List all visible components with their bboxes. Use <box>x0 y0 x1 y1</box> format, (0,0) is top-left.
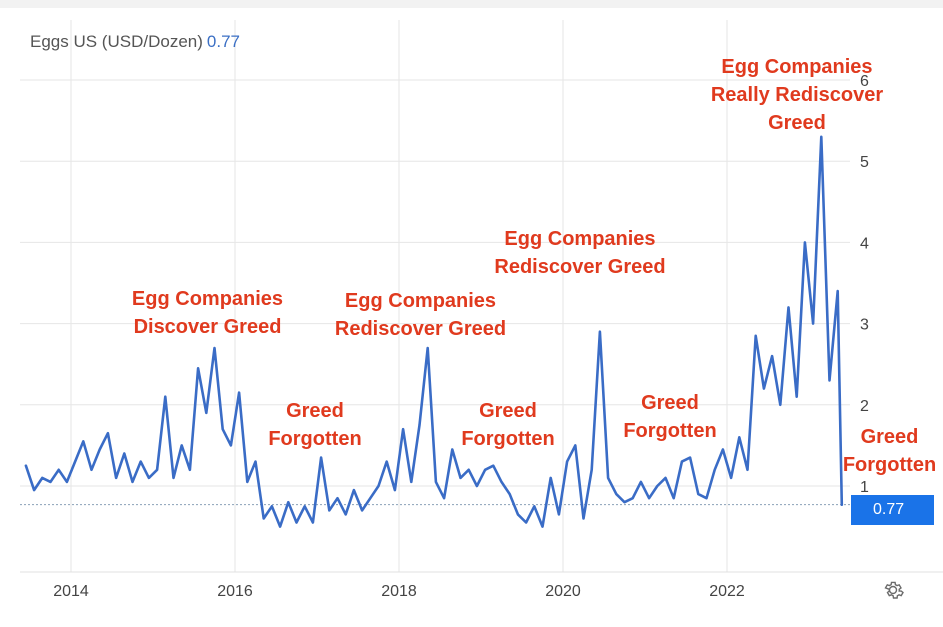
annotation-line: Greed <box>860 426 919 448</box>
annotation-line: Greed <box>286 400 344 422</box>
annotation-greed-forgotten-2: Greed Forgotten <box>443 397 573 453</box>
annotation-greed-forgotten-3: Greed Forgotten <box>605 389 735 445</box>
annotation-line: Egg Companies <box>721 56 873 78</box>
price-series-line <box>24 135 844 528</box>
x-axis-ticks: 2014 2016 2018 2020 2022 <box>53 583 745 600</box>
annotation-line: Egg Companies <box>131 288 284 310</box>
annotation-line: Forgotten <box>461 428 555 450</box>
y-tick-label: 5 <box>860 154 869 171</box>
annotation-rediscover-greed-2: Egg Companies Rediscover Greed <box>475 225 685 281</box>
annotation-line: Egg Companies <box>504 228 656 250</box>
annotation-line: Really Rediscover <box>710 84 884 106</box>
chart-title: Eggs US (USD/Dozen) 0.77 <box>30 32 240 52</box>
annotation-discover-greed: Egg Companies Discover Greed <box>110 285 305 341</box>
series-label: Eggs US (USD/Dozen) <box>30 32 203 51</box>
annotation-line: Forgotten <box>842 454 937 476</box>
settings-button[interactable] <box>880 578 906 604</box>
annotation-line: Forgotten <box>623 420 717 442</box>
x-tick-label: 2014 <box>53 583 89 600</box>
annotation-line: Rediscover Greed <box>494 256 666 278</box>
annotation-rediscover-greed-1: Egg Companies Rediscover Greed <box>318 287 523 343</box>
annotation-really-rediscover-greed: Egg Companies Really Rediscover Greed <box>692 53 902 137</box>
annotation-line: Discover Greed <box>133 316 282 338</box>
annotation-line: Egg Companies <box>344 290 497 312</box>
y-tick-label: 1 <box>860 479 869 496</box>
top-border <box>0 0 943 8</box>
y-tick-label: 2 <box>860 398 869 415</box>
annotation-line: Greed <box>768 112 826 134</box>
x-tick-label: 2016 <box>217 583 253 600</box>
x-tick-label: 2018 <box>381 583 417 600</box>
gear-icon <box>884 581 904 599</box>
x-tick-label: 2020 <box>545 583 581 600</box>
y-tick-label: 3 <box>860 317 869 334</box>
annotation-greed-forgotten-1: Greed Forgotten <box>250 397 380 453</box>
y-axis-ticks: 1 2 3 4 5 6 <box>860 73 869 496</box>
annotation-line: Greed <box>479 400 537 422</box>
x-tick-label: 2022 <box>709 583 745 600</box>
annotation-line: Rediscover Greed <box>334 318 507 340</box>
annotation-greed-forgotten-4: Greed Forgotten <box>836 423 943 479</box>
annotation-line: Forgotten <box>268 428 362 450</box>
latest-value-badge: 0.77 <box>851 495 934 525</box>
y-tick-label: 4 <box>860 235 869 252</box>
annotation-line: Greed <box>641 392 699 414</box>
latest-value: 0.77 <box>206 32 240 51</box>
y-tick-label: 6 <box>860 73 869 90</box>
